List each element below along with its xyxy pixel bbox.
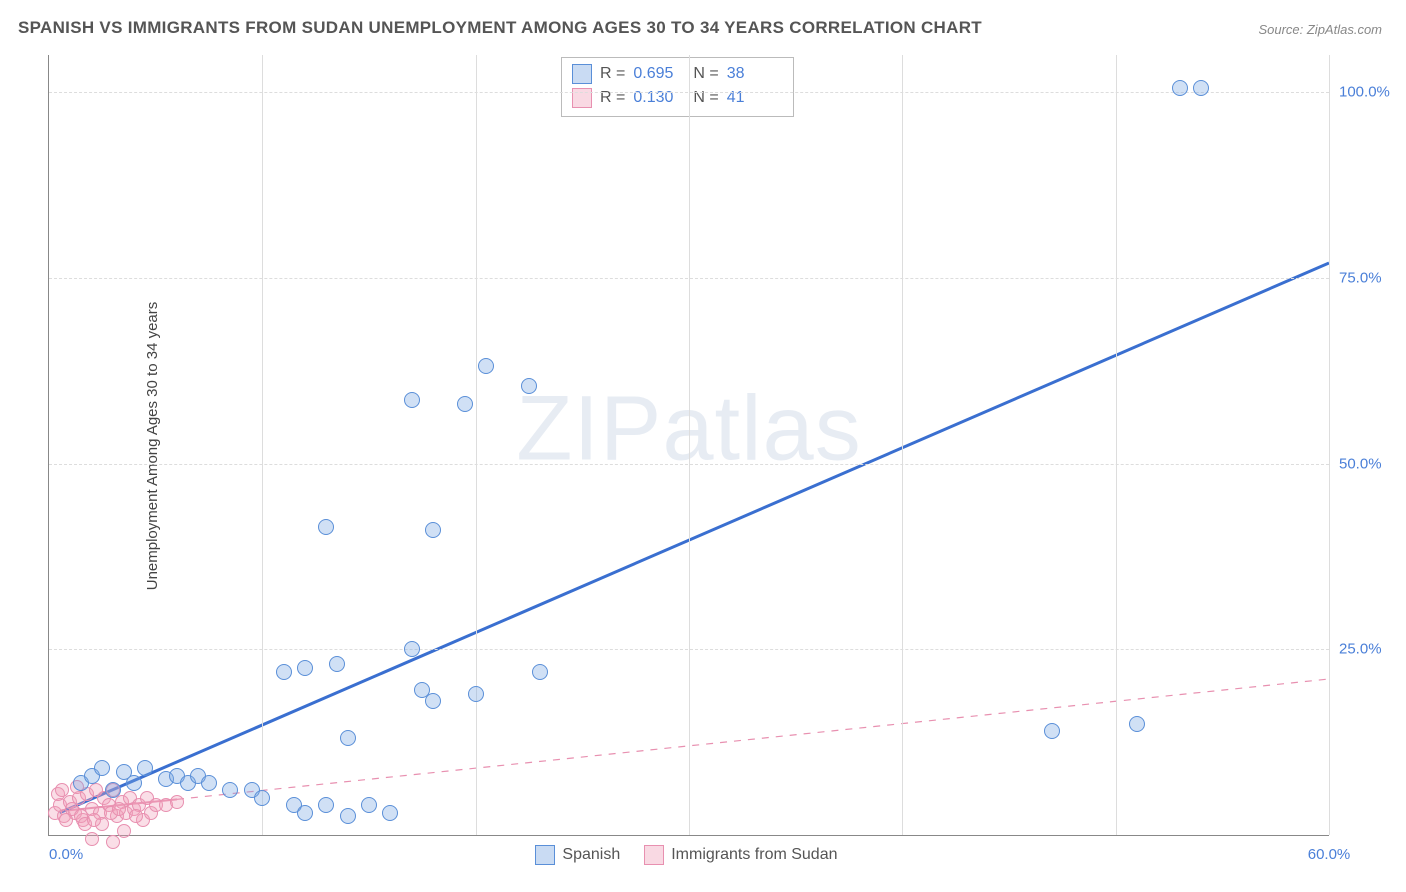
data-point: [1044, 723, 1060, 739]
n-label: N =: [693, 62, 718, 86]
data-point: [404, 392, 420, 408]
data-point: [85, 832, 99, 846]
scatter-plot: ZIPatlas R =0.695N =38R =0.130N =41 Span…: [48, 55, 1329, 836]
series-legend: Spanish Immigrants from Sudan: [535, 845, 837, 865]
gridline-v: [902, 55, 903, 835]
data-point: [404, 641, 420, 657]
data-point: [532, 664, 548, 680]
data-point: [170, 795, 184, 809]
data-point: [425, 693, 441, 709]
legend-item: Spanish: [535, 845, 620, 865]
data-point: [129, 809, 143, 823]
data-point: [318, 797, 334, 813]
legend-swatch: [535, 845, 555, 865]
data-point: [382, 805, 398, 821]
r-value: 0.130: [633, 86, 685, 110]
data-point: [457, 396, 473, 412]
chart-title: SPANISH VS IMMIGRANTS FROM SUDAN UNEMPLO…: [18, 18, 982, 38]
gridline-v: [262, 55, 263, 835]
data-point: [87, 813, 101, 827]
legend-item: Immigrants from Sudan: [644, 845, 837, 865]
n-value: 38: [727, 62, 779, 86]
data-point: [468, 686, 484, 702]
data-point: [340, 808, 356, 824]
data-point: [276, 664, 292, 680]
stats-row: R = 0.695 N = 38: [572, 62, 779, 86]
legend-label: Spanish: [562, 846, 620, 864]
data-point: [137, 760, 153, 776]
gridline-v: [1116, 55, 1117, 835]
data-point: [105, 782, 121, 798]
data-point: [201, 775, 217, 791]
data-point: [126, 775, 142, 791]
data-point: [1172, 80, 1188, 96]
source-attribution: Source: ZipAtlas.com: [1258, 22, 1382, 37]
legend-swatch: [644, 845, 664, 865]
data-point: [112, 802, 126, 816]
n-label: N =: [693, 86, 718, 110]
data-point: [318, 519, 334, 535]
data-point: [1193, 80, 1209, 96]
stats-row: R = 0.130 N = 41: [572, 86, 779, 110]
x-tick-label: 60.0%: [1308, 846, 1351, 863]
data-point: [297, 805, 313, 821]
y-tick-label: 25.0%: [1339, 641, 1399, 658]
gridline-v: [1329, 55, 1330, 835]
data-point: [106, 835, 120, 849]
data-point: [361, 797, 377, 813]
r-value: 0.695: [633, 62, 685, 86]
gridline-v: [689, 55, 690, 835]
data-point: [94, 760, 110, 776]
r-label: R =: [600, 62, 625, 86]
data-point: [425, 522, 441, 538]
data-point: [55, 783, 69, 797]
data-point: [297, 660, 313, 676]
data-point: [117, 824, 131, 838]
r-label: R =: [600, 86, 625, 110]
data-point: [329, 656, 345, 672]
data-point: [254, 790, 270, 806]
data-point: [222, 782, 238, 798]
y-tick-label: 100.0%: [1339, 84, 1399, 101]
stats-legend-box: R = 0.695 N = 38 R = 0.130 N = 41: [561, 57, 794, 117]
data-point: [1129, 716, 1145, 732]
gridline-v: [476, 55, 477, 835]
legend-swatch: [572, 88, 592, 108]
y-tick-label: 75.0%: [1339, 269, 1399, 286]
data-point: [340, 730, 356, 746]
legend-swatch: [572, 64, 592, 84]
x-tick-label: 0.0%: [49, 846, 83, 863]
data-point: [521, 378, 537, 394]
y-tick-label: 50.0%: [1339, 455, 1399, 472]
n-value: 41: [727, 86, 779, 110]
legend-label: Immigrants from Sudan: [671, 846, 837, 864]
data-point: [478, 358, 494, 374]
